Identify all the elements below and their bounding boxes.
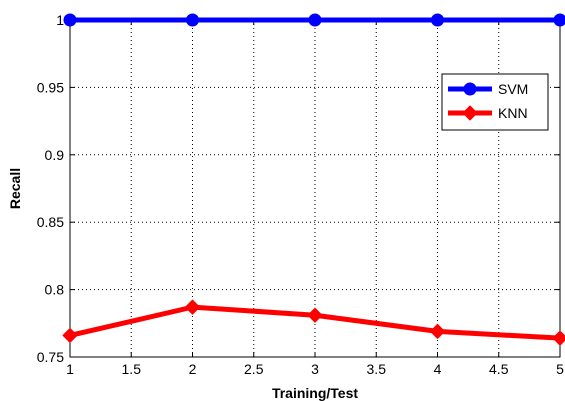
series-svm-point	[63, 13, 77, 27]
series-layer	[62, 13, 565, 346]
series-knn-point	[307, 307, 323, 323]
legend-knn-swatch-marker	[462, 105, 478, 121]
x-tick-label: 2	[189, 361, 197, 377]
x-axis-label: Training/Test	[272, 385, 358, 401]
x-tick-label: 5	[556, 361, 564, 377]
legend-knn-label: KNN	[498, 105, 528, 121]
legend: SVM KNN	[441, 73, 549, 131]
x-tick-label: 2.5	[244, 361, 264, 377]
y-tick-label: 0.85	[37, 214, 64, 230]
x-tick-label: 3	[311, 361, 319, 377]
series-knn-point	[552, 330, 565, 346]
y-tick-label: 0.75	[37, 349, 64, 365]
y-axis-label: Recall	[7, 168, 23, 209]
series-svm-point	[431, 13, 444, 27]
series-knn-point	[62, 327, 78, 344]
x-tick-label: 4	[434, 361, 442, 377]
legend-svm-label: SVM	[498, 81, 528, 97]
legend-svm-swatch-marker	[463, 82, 477, 96]
tick-layer: 1 1.5 2 2.5 3 3.5 4 4.5 5 0.75 0.8 0.85 0.9 0.95 1	[37, 12, 564, 377]
y-tick-label: 0.8	[45, 282, 65, 298]
y-tick-label: 1	[56, 12, 64, 28]
y-tick-label: 0.95	[37, 79, 64, 95]
series-svm-point	[308, 13, 322, 27]
grid-layer	[70, 20, 560, 357]
series-knn	[62, 299, 565, 346]
series-knn-point	[184, 299, 201, 315]
series-svm-point	[186, 13, 199, 27]
x-tick-label: 4.5	[489, 361, 509, 377]
x-tick-label: 1.5	[122, 361, 142, 377]
x-tick-label: 1	[66, 361, 74, 377]
series-svm	[63, 13, 565, 27]
x-tick-label: 3.5	[367, 361, 387, 377]
legend-box	[441, 73, 549, 131]
y-tick-label: 0.9	[45, 147, 65, 163]
series-knn-point	[429, 323, 446, 340]
series-svm-point	[553, 13, 565, 27]
